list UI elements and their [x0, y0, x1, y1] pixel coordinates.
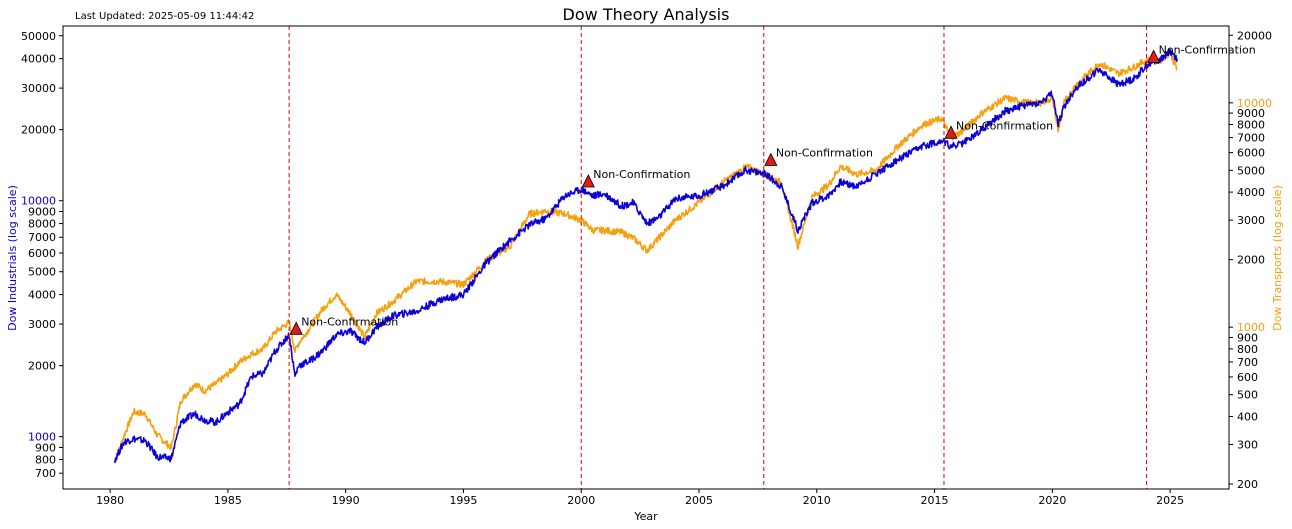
left-tick-label: 900 — [35, 441, 56, 454]
right-tick-label: 200 — [1237, 478, 1258, 491]
chart-title: Dow Theory Analysis — [563, 5, 730, 24]
x-axis: 1980 1985 1990 1995 2000 2005 2010 2015 2020 2025 — [96, 489, 1184, 507]
left-tick-label: 6000 — [28, 247, 56, 260]
non-confirmation-label: Non-Confirmation — [776, 147, 873, 160]
non-confirmation-marker — [764, 152, 778, 166]
right-tick-label: 4000 — [1237, 186, 1265, 199]
right-tick-label: 900 — [1237, 331, 1258, 344]
non-confirmation-label: Non-Confirmation — [301, 315, 398, 328]
x-tick-label: 1980 — [96, 494, 124, 507]
left-tick-label: 50000 — [21, 30, 56, 43]
right-tick-label: 10000 — [1237, 97, 1272, 110]
x-tick-label: 2000 — [567, 494, 595, 507]
left-tick-label: 1000 — [28, 431, 56, 444]
x-tick-label: 1985 — [214, 494, 242, 507]
x-tick-label: 1990 — [332, 494, 360, 507]
right-tick-label: 3000 — [1237, 214, 1265, 227]
non-confirmation-marker — [944, 125, 958, 139]
right-tick-label: 2000 — [1237, 254, 1265, 267]
non-confirmation-marker — [581, 174, 595, 188]
left-tick-label: 2000 — [28, 360, 56, 373]
left-tick-label: 40000 — [21, 53, 56, 66]
left-tick-label: 800 — [35, 454, 56, 467]
last-updated-text: Last Updated: 2025-05-09 11:44:42 — [75, 11, 254, 22]
right-tick-label: 600 — [1237, 371, 1258, 384]
left-tick-label: 5000 — [28, 266, 56, 279]
plot-frame — [62, 25, 1230, 490]
right-tick-label: 9000 — [1237, 107, 1265, 120]
left-axis-label: Dow Industrials (log scale) — [6, 185, 19, 331]
left-tick-label: 10000 — [21, 195, 56, 208]
non-confirmation-marker — [1146, 49, 1161, 63]
left-tick-label: 20000 — [21, 124, 56, 137]
right-axis-label: Dow Transports (log scale) — [1271, 185, 1284, 331]
non-confirmation-label: Non-Confirmation — [956, 119, 1053, 132]
left-tick-label: 7000 — [28, 231, 56, 244]
x-tick-label: 2020 — [1038, 494, 1066, 507]
right-tick-label: 700 — [1237, 356, 1258, 369]
x-tick-label: 1995 — [449, 494, 477, 507]
right-tick-label: 6000 — [1237, 147, 1265, 160]
non-confirmation-marker — [289, 321, 303, 335]
right-tick-label: 800 — [1237, 343, 1258, 356]
left-tick-label: 9000 — [28, 205, 56, 218]
plot-annotations: Non-Confirmation Non-Confirmation Non-Conf… — [289, 43, 1256, 335]
left-tick-label: 8000 — [28, 218, 56, 231]
left-tick-label: 700 — [35, 467, 56, 480]
right-tick-label: 7000 — [1237, 132, 1265, 145]
x-tick-label: 2025 — [1156, 494, 1184, 507]
non-confirmation-label: Non-Confirmation — [1159, 43, 1256, 56]
right-tick-label: 5000 — [1237, 164, 1265, 177]
x-tick-label: 2015 — [921, 494, 949, 507]
plot-vlines — [288, 26, 1148, 489]
right-tick-label: 20000 — [1237, 29, 1272, 42]
x-tick-label: 2005 — [685, 494, 713, 507]
right-tick-label: 400 — [1237, 410, 1258, 423]
left-tick-label: 4000 — [28, 289, 56, 302]
right-tick-label: 1000 — [1237, 321, 1265, 334]
transports-series-line — [114, 51, 1178, 463]
industrials-series-line — [114, 48, 1178, 464]
right-tick-label: 8000 — [1237, 119, 1265, 132]
left-tick-label: 3000 — [28, 318, 56, 331]
x-tick-label: 2010 — [803, 494, 831, 507]
right-tick-label: 500 — [1237, 389, 1258, 402]
plot-series — [114, 48, 1178, 464]
right-tick-label: 300 — [1237, 438, 1258, 451]
non-confirmation-label: Non-Confirmation — [593, 168, 690, 181]
left-tick-label: 30000 — [21, 82, 56, 95]
x-axis-label: Year — [633, 510, 658, 523]
